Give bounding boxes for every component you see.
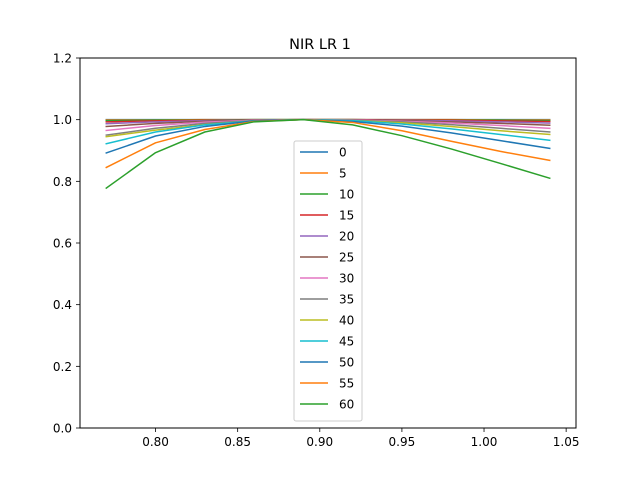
legend-label-30: 30 bbox=[339, 272, 354, 286]
legend-label-50: 50 bbox=[339, 356, 354, 370]
legend-label-45: 45 bbox=[339, 335, 354, 349]
y-tick-label: 0.0 bbox=[53, 422, 72, 436]
y-tick-label: 0.2 bbox=[53, 360, 72, 374]
legend-label-60: 60 bbox=[339, 398, 354, 412]
legend-label-10: 10 bbox=[339, 188, 354, 202]
legend: 0 5 10 15 20 25 30 35 40 45 50 55 60 bbox=[294, 141, 362, 421]
y-tick-label: 1.2 bbox=[53, 52, 72, 66]
x-tick-label: 0.80 bbox=[142, 435, 169, 449]
y-tick-label: 1.0 bbox=[53, 113, 72, 127]
legend-label-20: 20 bbox=[339, 230, 354, 244]
x-tick-label: 0.85 bbox=[224, 435, 251, 449]
legend-label-15: 15 bbox=[339, 209, 354, 223]
legend-label-25: 25 bbox=[339, 251, 354, 265]
x-tick-label: 0.90 bbox=[306, 435, 333, 449]
legend-label-5: 5 bbox=[339, 167, 347, 181]
legend-label-0: 0 bbox=[339, 146, 347, 160]
y-tick-label: 0.4 bbox=[53, 298, 72, 312]
x-tick-label: 0.95 bbox=[389, 435, 416, 449]
chart-title: NIR LR 1 bbox=[289, 37, 351, 53]
legend-label-35: 35 bbox=[339, 293, 354, 307]
y-tick-label: 0.8 bbox=[53, 175, 72, 189]
x-tick-label: 1.05 bbox=[553, 435, 580, 449]
y-tick-label: 0.6 bbox=[53, 237, 72, 251]
legend-label-55: 55 bbox=[339, 377, 354, 391]
legend-label-40: 40 bbox=[339, 314, 354, 328]
x-tick-label: 1.00 bbox=[471, 435, 498, 449]
